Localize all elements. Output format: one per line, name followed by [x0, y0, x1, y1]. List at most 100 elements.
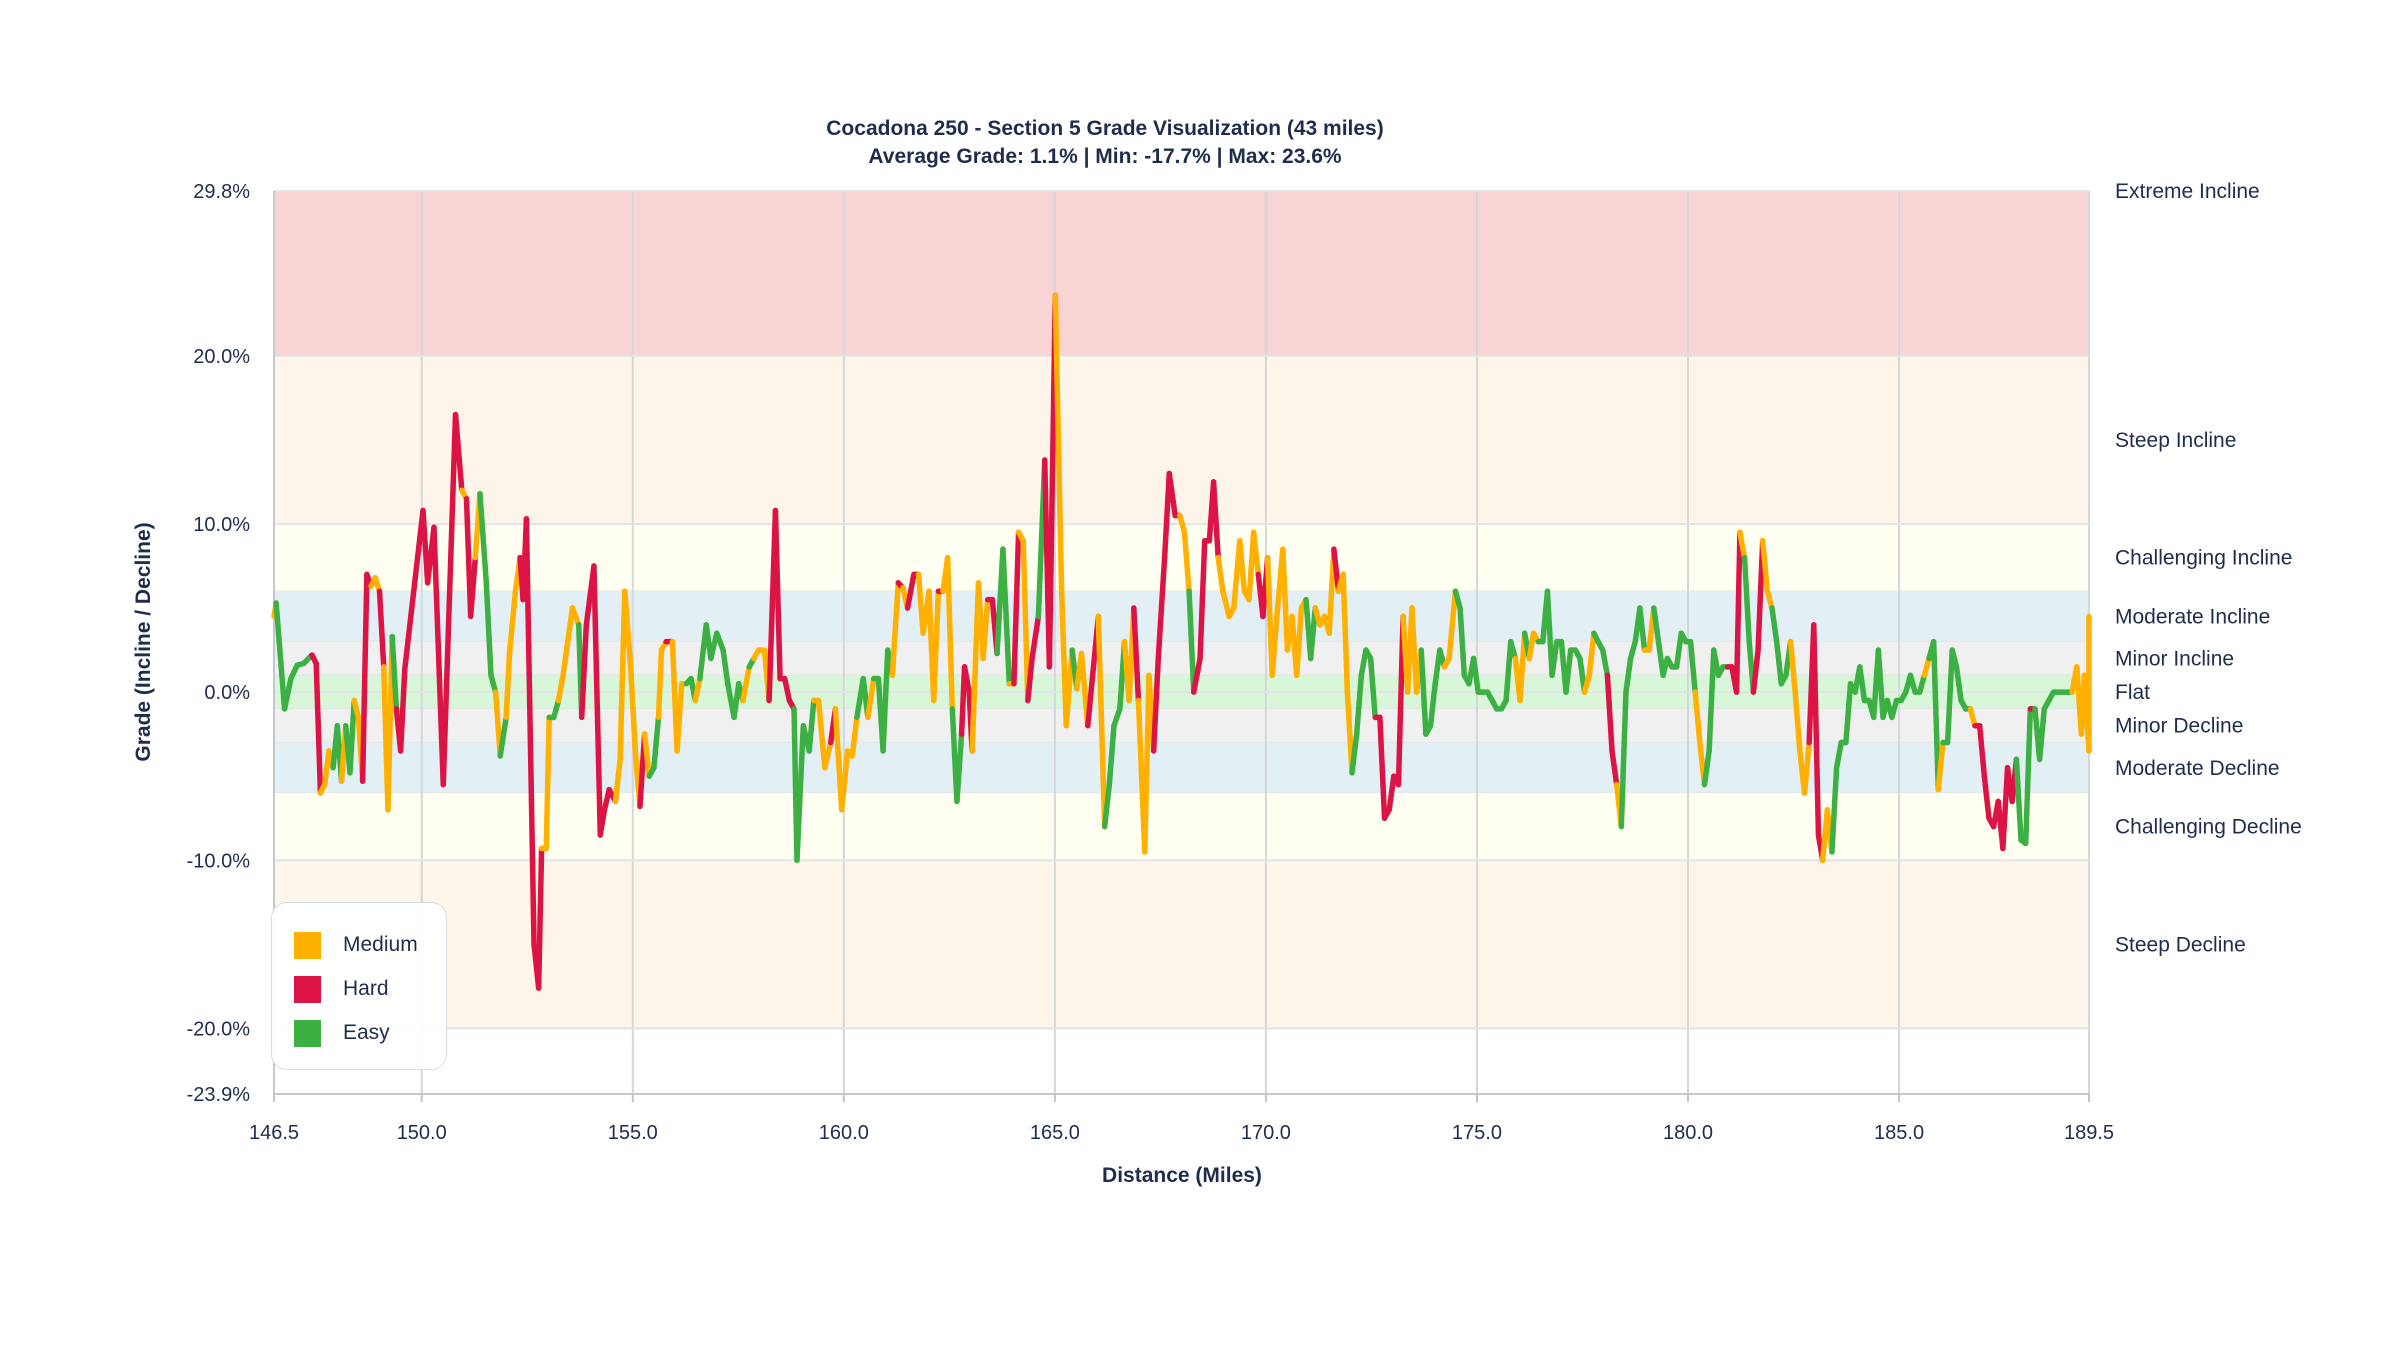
grade-segment — [1889, 697, 1900, 721]
grade-segment — [822, 739, 834, 771]
grade-segment — [1131, 605, 1142, 704]
grade-segment — [591, 563, 604, 838]
grade-segment — [1916, 672, 1928, 695]
grade-segment — [1340, 571, 1351, 695]
grade-segment — [1651, 605, 1662, 645]
grade-segment — [1801, 739, 1812, 796]
grade-segment — [1733, 529, 1743, 695]
grade-segment — [1981, 773, 1992, 821]
grade-segment — [1020, 538, 1031, 704]
legend-item-easy[interactable]: Easy — [294, 1011, 446, 1055]
grade-segment — [1949, 647, 1960, 670]
grade-series — [271, 292, 2092, 991]
grade-segment — [627, 664, 639, 754]
grade-segment — [651, 714, 662, 771]
grade-segment — [1604, 672, 1615, 754]
band-minor-decline — [274, 708, 2089, 743]
grade-segment — [1452, 588, 1463, 611]
grade-segment — [1673, 630, 1685, 670]
grade-segment — [1944, 647, 1955, 746]
grade-segment — [543, 714, 552, 852]
grade-segment — [1953, 664, 1964, 704]
grade-segment — [1095, 613, 1108, 830]
x-tick-label: 185.0 — [1874, 1122, 1924, 1144]
grade-segment — [1741, 554, 1752, 645]
grade-segment — [1907, 672, 1918, 695]
band-steep-incline — [274, 355, 2089, 524]
grade-segment — [1701, 748, 1712, 788]
grade-segment — [1792, 689, 1803, 754]
legend-swatch-hard — [294, 975, 321, 1003]
y-tick-label: -23.9% — [187, 1084, 251, 1106]
band-label: Minor Decline — [2115, 715, 2243, 738]
grade-segment — [1000, 546, 1013, 687]
grade-segment — [880, 647, 891, 754]
grade-segment — [838, 748, 851, 813]
grade-segment — [376, 588, 387, 670]
grade-segment — [313, 660, 324, 796]
band-label: Steep Decline — [2115, 933, 2246, 956]
grade-segment — [612, 756, 623, 805]
grade-segment — [1210, 479, 1221, 561]
grade-segment — [889, 580, 902, 679]
grade-segment — [1150, 655, 1162, 754]
grade-segment — [1921, 655, 1932, 679]
grade-segment — [1197, 538, 1208, 662]
grade-segment — [794, 722, 807, 864]
grade-segment — [2013, 756, 2024, 843]
grade-segment — [467, 554, 479, 620]
grade-segment — [1627, 638, 1638, 662]
grade-segment — [1599, 647, 1611, 679]
grade-segment — [969, 580, 982, 754]
grade-segment — [431, 524, 447, 788]
legend-item-hard[interactable]: Hard — [294, 967, 446, 1011]
grade-segment — [1618, 689, 1629, 830]
grade-segment — [674, 680, 685, 754]
x-tick-label: 160.0 — [819, 1122, 869, 1144]
y-tick-label: -10.0% — [187, 850, 251, 872]
grade-segment — [944, 554, 956, 712]
band-steep-decline — [274, 860, 2089, 1029]
legend: Medium Hard Easy — [271, 902, 447, 1070]
grade-segment — [1029, 613, 1042, 662]
grade-segment — [1101, 781, 1113, 830]
axis-ticks: 146.5 150.0 155.0 160.0 165.0 170.0 175.0 180.0… — [187, 181, 2114, 1144]
grade-segment — [281, 675, 294, 712]
grade-segment — [961, 664, 972, 695]
grade-segment — [1549, 638, 1560, 679]
grade-segment — [506, 588, 519, 657]
grade-segment — [980, 596, 991, 662]
legend-item-medium[interactable]: Medium — [294, 923, 446, 967]
grade-segment — [1155, 554, 1168, 662]
grade-segment — [1181, 529, 1192, 594]
grade-segment — [1769, 605, 1780, 645]
grade-segment — [1692, 689, 1703, 746]
band-label: Flat — [2115, 681, 2150, 704]
grade-segment — [740, 664, 753, 704]
grade-segment — [904, 571, 917, 611]
grade-segment — [1833, 739, 1844, 771]
grade-segment — [1857, 664, 1868, 704]
band-label: Minor Incline — [2115, 647, 2234, 670]
grade-segment — [1052, 292, 1065, 594]
x-tick-label: 170.0 — [1241, 1122, 1291, 1144]
grade-segment — [1976, 722, 1988, 779]
grade-segment — [1517, 630, 1528, 704]
grade-segment — [1111, 706, 1123, 729]
grade-segment — [1025, 655, 1035, 704]
x-tick-label: 155.0 — [608, 1122, 658, 1144]
grade-segment — [1353, 672, 1365, 737]
band-label: Extreme Incline — [2115, 180, 2260, 203]
grade-segment — [578, 622, 590, 721]
grade-segment — [1935, 739, 1946, 793]
grade-segment — [523, 516, 537, 948]
grade-segment — [1563, 647, 1574, 695]
grade-segment — [503, 650, 513, 721]
chart-title: Cocadona 250 - Section 5 Grade Visualiza… — [826, 117, 1383, 140]
grade-segment — [560, 605, 576, 679]
grade-segment — [1503, 638, 1514, 704]
band-extreme-incline — [274, 191, 2089, 356]
grade-segment — [389, 633, 400, 712]
grade-segment — [1293, 605, 1305, 679]
